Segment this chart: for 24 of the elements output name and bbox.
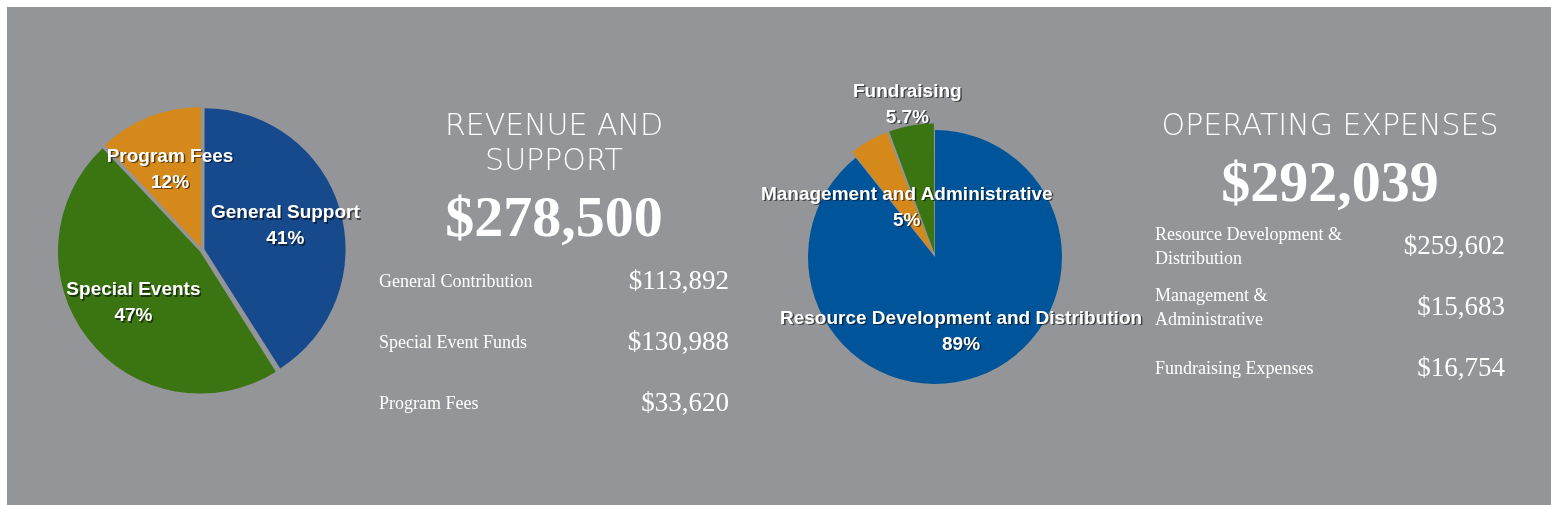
text: OPERATING EXPENSES <box>1160 107 1500 142</box>
text: Special Event Funds <box>379 330 528 354</box>
text: $130,988 <box>627 326 729 357</box>
text: $113,892 <box>628 265 729 296</box>
slice-label: Special Events <box>66 278 201 300</box>
text: $16,754 <box>1417 352 1505 383</box>
data-label: 41% <box>266 227 305 249</box>
text: $292,039 <box>1220 148 1440 215</box>
data-label: 12% <box>151 170 190 192</box>
text: Fundraising Expenses <box>1155 356 1315 380</box>
text: $33,620 <box>641 387 729 418</box>
text: General Contribution <box>379 269 534 293</box>
text: Resource Development & Distribution <box>1155 222 1343 270</box>
data-label: 89% <box>942 332 981 354</box>
text: Program Fees <box>379 391 480 415</box>
slice-label: General Support <box>210 201 361 223</box>
data-label: 5.7% <box>885 105 930 127</box>
data-label: 47% <box>114 304 153 326</box>
text: $278,500 <box>444 183 664 250</box>
slice-label: Fundraising <box>852 79 962 101</box>
text: $259,602 <box>1403 230 1505 261</box>
text: Management & Administrative <box>1155 283 1269 331</box>
text: $15,683 <box>1417 291 1505 322</box>
text: REVENUE AND SUPPORT <box>443 107 665 177</box>
